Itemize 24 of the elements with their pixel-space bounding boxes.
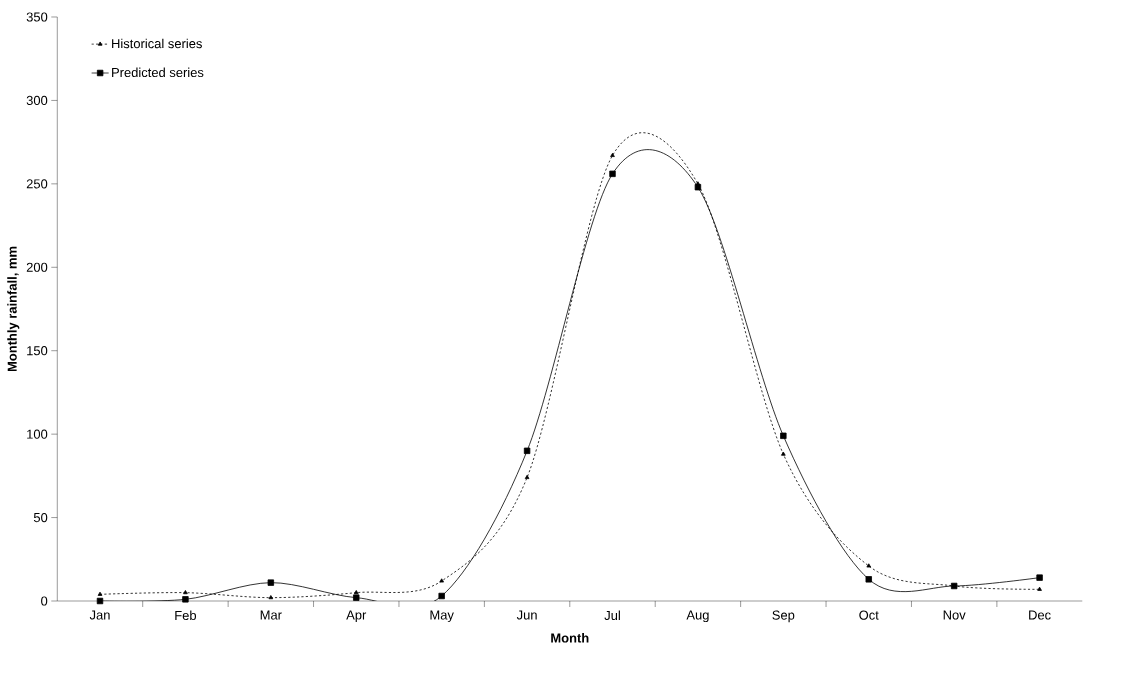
x-tick-label: Jul <box>604 610 620 621</box>
y-axis-title: Monthly rainfall, mm <box>7 246 20 372</box>
legend-label: Historical series <box>112 38 202 49</box>
y-tick-label: 300 <box>26 95 48 106</box>
y-tick-label: 150 <box>27 346 48 356</box>
x-tick-label: Mar <box>260 610 282 620</box>
y-tick-label: 200 <box>26 262 48 272</box>
legend-label: Predicted series <box>112 67 204 78</box>
x-tick-label: Jun <box>516 610 537 620</box>
x-tick-label: Nov <box>943 610 966 620</box>
y-tick-label: 0 <box>41 596 48 606</box>
x-tick-label: Aug <box>686 610 709 623</box>
x-tick-label: Dec <box>1029 610 1051 620</box>
x-tick-label: Feb <box>175 610 197 621</box>
x-tick-label: Sep <box>772 610 795 623</box>
y-tick-label: 100 <box>27 429 48 439</box>
x-axis-title: Month <box>551 633 589 643</box>
x-tick-label: Apr <box>346 610 367 623</box>
y-tick-label: 50 <box>33 512 48 523</box>
y-tick-label: 250 <box>26 179 48 189</box>
x-tick-label: Jan <box>89 610 110 620</box>
y-tick-label: 350 <box>26 12 48 22</box>
x-tick-label: May <box>430 610 454 623</box>
x-tick-label: Oct <box>859 610 879 620</box>
